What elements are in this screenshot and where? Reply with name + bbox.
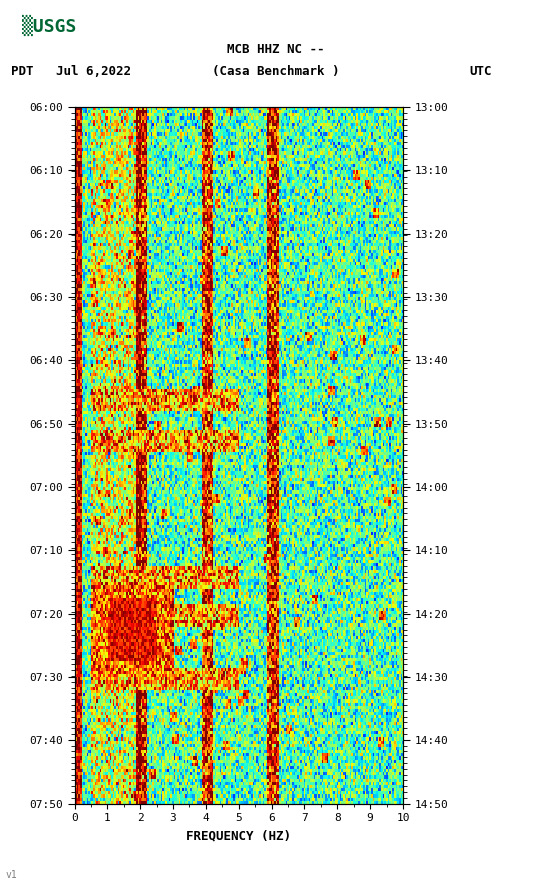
Text: PDT   Jul 6,2022: PDT Jul 6,2022: [11, 65, 131, 78]
X-axis label: FREQUENCY (HZ): FREQUENCY (HZ): [186, 829, 291, 842]
Text: (Casa Benchmark ): (Casa Benchmark ): [213, 65, 339, 78]
Text: UTC: UTC: [469, 65, 492, 78]
Text: v1: v1: [6, 870, 17, 880]
Text: MCB HHZ NC --: MCB HHZ NC --: [227, 43, 325, 55]
Text: ▒USGS: ▒USGS: [22, 14, 77, 36]
